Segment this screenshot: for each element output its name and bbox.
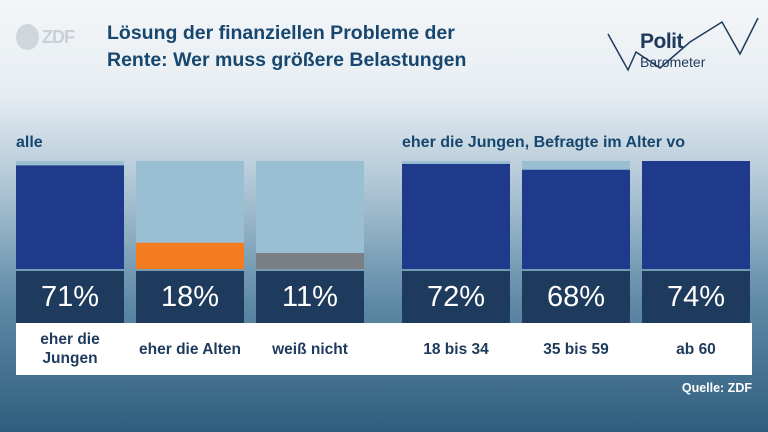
bar [16, 165, 124, 269]
category-label: 35 bis 59 [543, 340, 609, 358]
zdf-logo: ZDF [16, 22, 75, 52]
chart-title-line-2: Rente: Wer muss größere Belastungen [107, 49, 467, 71]
politbarometer-logo: Polit Barometer [600, 12, 760, 82]
group-label-all: alle [16, 134, 43, 151]
bar-track [16, 161, 124, 269]
bar-track [256, 161, 364, 269]
chart-title-line-1: Lösung der finanziellen Probleme der [107, 22, 455, 44]
bar-track [522, 161, 630, 269]
bar-track [402, 161, 510, 269]
bar [522, 169, 630, 269]
category-label: weiß nicht [272, 340, 348, 358]
brand-polit: Polit [640, 30, 684, 53]
chart-title: Lösung der finanziellen Probleme der Ren… [107, 20, 577, 74]
source-note: Quelle: ZDF [681, 381, 752, 395]
bar [256, 252, 364, 269]
category-label: ab 60 [676, 340, 716, 358]
bar [136, 242, 244, 269]
bar-value-label: 72% [402, 271, 510, 323]
category-label: 18 bis 34 [423, 340, 489, 358]
bar-value-label: 68% [522, 271, 630, 323]
group-label-age: eher die Jungen, Befragte im Alter vo [402, 134, 686, 151]
zdf-logo-icon [16, 24, 39, 50]
bar-value-label: 18% [136, 271, 244, 323]
bar-value-label: 11% [256, 271, 364, 323]
category-strip [16, 323, 752, 375]
bar-track [136, 161, 244, 269]
brand-barometer: Barometer [640, 54, 706, 70]
zdf-logo-text: ZDF [42, 26, 75, 47]
bar [642, 161, 750, 269]
bar [402, 163, 510, 269]
politbarometer-zigzag-icon [607, 17, 759, 72]
category-label: eher die Jungen [40, 331, 100, 367]
category-label: eher die Alten [139, 340, 241, 358]
bar-track [642, 161, 750, 269]
bar-value-label: 71% [16, 271, 124, 323]
bar-value-label: 74% [642, 271, 750, 323]
